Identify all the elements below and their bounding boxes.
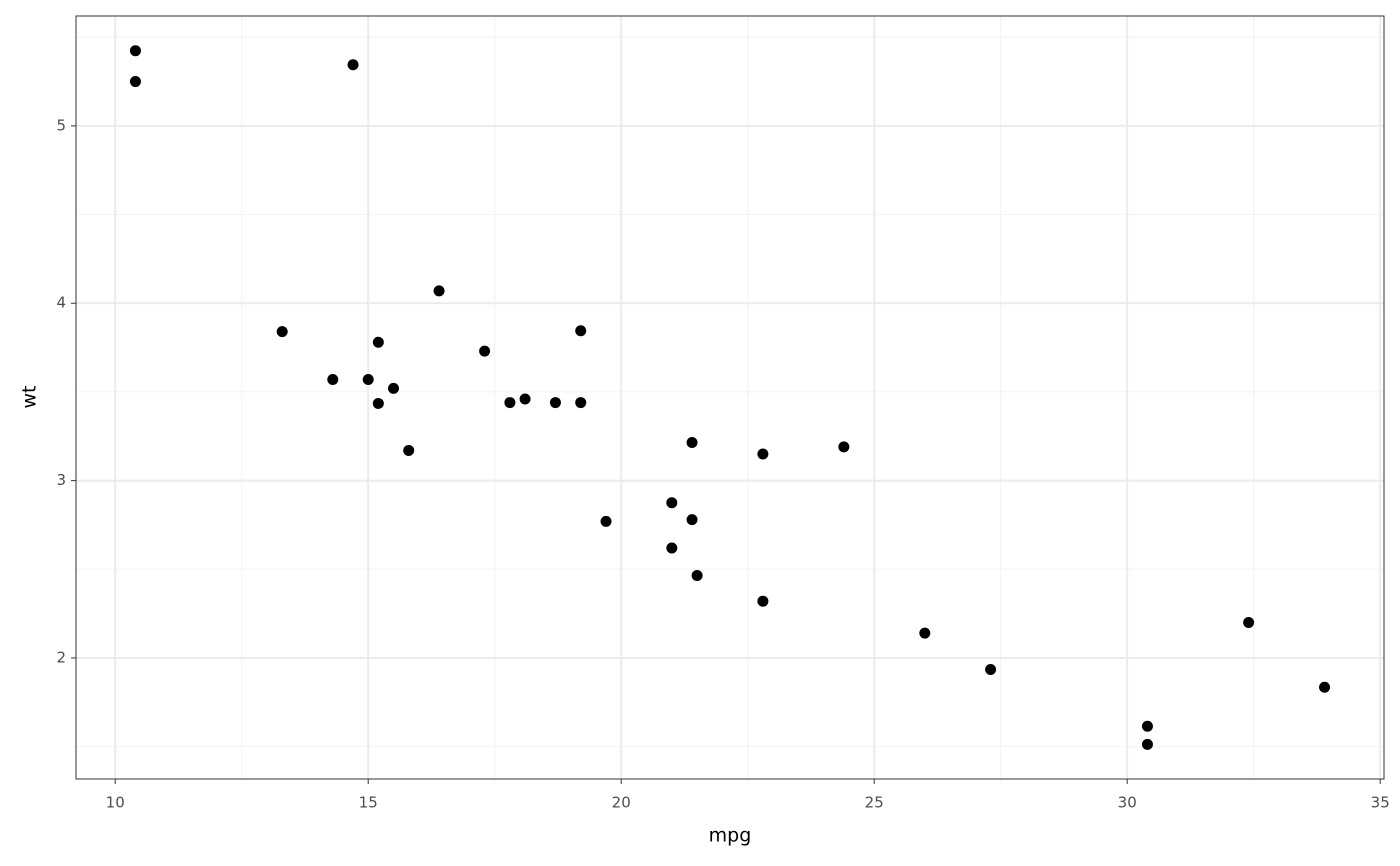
point bbox=[691, 569, 703, 581]
point bbox=[129, 76, 141, 88]
x-tick-label: 35 bbox=[1371, 794, 1390, 812]
point bbox=[549, 397, 561, 409]
point bbox=[519, 393, 531, 405]
point bbox=[919, 627, 931, 639]
point bbox=[403, 444, 415, 456]
y-tick-label: 2 bbox=[56, 648, 66, 666]
point bbox=[1141, 720, 1153, 732]
point bbox=[347, 59, 359, 71]
y-tick-label: 5 bbox=[56, 116, 66, 134]
point bbox=[575, 397, 587, 409]
point bbox=[388, 382, 400, 394]
x-tick-label: 25 bbox=[865, 794, 884, 812]
point bbox=[504, 397, 516, 409]
point bbox=[362, 374, 374, 386]
y-tick-label: 3 bbox=[56, 471, 66, 489]
point bbox=[575, 325, 587, 337]
point bbox=[129, 45, 141, 57]
point bbox=[433, 285, 445, 297]
panel-border bbox=[75, 15, 1385, 780]
x-tick-label: 30 bbox=[1118, 794, 1137, 812]
point bbox=[327, 374, 339, 386]
x-axis-title: mpg bbox=[709, 825, 752, 847]
point bbox=[666, 542, 678, 554]
point bbox=[372, 336, 384, 348]
point bbox=[1319, 681, 1331, 693]
point bbox=[479, 345, 491, 357]
point bbox=[686, 514, 698, 526]
point bbox=[666, 497, 678, 509]
x-tick-label: 20 bbox=[612, 794, 631, 812]
point bbox=[276, 326, 288, 338]
point bbox=[757, 595, 769, 607]
y-axis-title: wt bbox=[19, 386, 41, 409]
y-tick-label: 4 bbox=[56, 294, 66, 312]
point bbox=[838, 441, 850, 453]
point bbox=[600, 515, 612, 527]
point bbox=[757, 448, 769, 460]
x-tick-label: 15 bbox=[359, 794, 378, 812]
point bbox=[686, 436, 698, 448]
point bbox=[372, 397, 384, 409]
point bbox=[1243, 616, 1255, 628]
point bbox=[985, 663, 997, 675]
x-tick-label: 10 bbox=[106, 794, 125, 812]
point bbox=[1141, 738, 1153, 750]
